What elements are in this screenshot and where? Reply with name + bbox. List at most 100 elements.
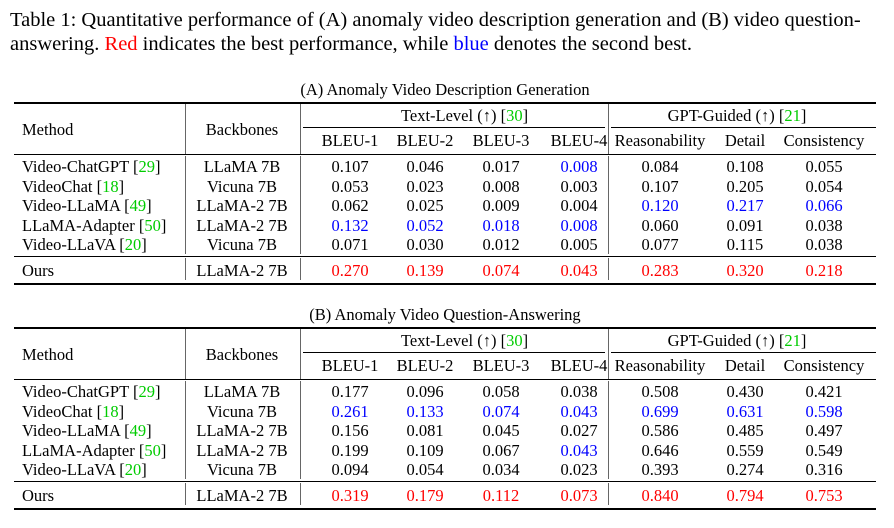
metric-value: 0.034	[482, 460, 520, 479]
top-rule	[14, 327, 876, 329]
backbone-name: LLaMA-2 7B	[196, 486, 288, 505]
metric-value: 0.074	[482, 261, 520, 280]
column-separator	[608, 381, 609, 479]
column-separator	[185, 483, 186, 505]
metric-value: 0.430	[726, 382, 764, 401]
column-separator	[608, 156, 609, 254]
metric-value: 0.038	[805, 235, 843, 254]
metric-header: Detail	[724, 131, 766, 150]
metric-value: 0.283	[641, 261, 679, 280]
metric-header: BLEU-1	[321, 356, 379, 375]
metric-value: 0.025	[406, 196, 444, 215]
citation-ref: 29	[138, 157, 156, 176]
metric-value: 0.066	[805, 196, 843, 215]
citation-ref: 50	[144, 215, 161, 235]
column-separator	[185, 381, 186, 479]
backbones-header: Backbones	[205, 345, 279, 364]
metric-value: 0.038	[805, 215, 843, 235]
gpt-guided-header: GPT-Guided (↑) [21]	[667, 331, 807, 350]
metric-header: BLEU-2	[396, 356, 454, 375]
metric-value: 0.052	[406, 215, 444, 235]
metric-value: 0.120	[641, 196, 679, 215]
metric-value: 0.074	[482, 401, 520, 421]
metric-value: 0.027	[560, 421, 598, 440]
metric-value: 0.218	[805, 261, 843, 280]
metric-value: 0.045	[482, 421, 520, 440]
column-separator	[300, 104, 301, 154]
metric-value: 0.067	[482, 440, 520, 460]
metric-value: 0.199	[331, 440, 369, 460]
metric-value: 0.054	[805, 176, 843, 196]
cmidrule-text-level	[303, 127, 605, 128]
header-rule	[14, 154, 876, 155]
citation-ref: 29	[138, 382, 156, 401]
metric-value: 0.320	[726, 261, 764, 280]
metric-value: 0.109	[406, 440, 444, 460]
metric-header: BLEU-2	[396, 131, 454, 150]
metric-value: 0.091	[726, 215, 764, 235]
text-level-header: Text-Level (↑) [30]	[400, 106, 529, 125]
metric-value: 0.084	[641, 157, 679, 176]
metric-header: Reasonability	[614, 131, 706, 150]
column-separator	[608, 258, 609, 280]
method-name: Video-ChatGPT [29]	[22, 157, 161, 176]
metric-value: 0.133	[406, 401, 444, 421]
method-name: Video-LLaMA [49]	[22, 196, 152, 215]
backbone-name: LLaMA 7B	[203, 157, 281, 176]
metric-header: BLEU-4	[550, 131, 608, 150]
column-separator	[300, 329, 301, 379]
metric-value: 0.018	[482, 215, 520, 235]
table-a: (A) Anomaly Video Description Generation…	[14, 80, 876, 290]
method-name: LLaMA-Adapter [50]	[22, 440, 167, 460]
metric-value: 0.077	[641, 235, 679, 254]
column-separator	[300, 483, 301, 505]
metric-value: 0.046	[406, 157, 444, 176]
backbone-name: LLaMA-2 7B	[196, 196, 288, 215]
metric-value: 0.139	[406, 261, 444, 280]
citation-ref: 20	[124, 235, 142, 254]
ours-rule	[14, 256, 876, 257]
metric-value: 0.115	[726, 235, 764, 254]
citation-ref: 20	[124, 460, 142, 479]
metric-value: 0.549	[805, 440, 843, 460]
metric-value: 0.753	[805, 486, 843, 505]
metric-value: 0.071	[331, 235, 369, 254]
ours-rule	[14, 481, 876, 482]
metric-header: BLEU-1	[321, 131, 379, 150]
metric-value: 0.008	[482, 176, 520, 196]
column-separator	[185, 329, 186, 379]
metric-value: 0.043	[560, 401, 598, 421]
caption-blue-word: blue	[453, 33, 489, 55]
metric-value: 0.023	[560, 460, 598, 479]
metric-value: 0.205	[726, 176, 764, 196]
metric-value: 0.012	[482, 235, 520, 254]
cmidrule-gpt-guided	[611, 352, 876, 353]
metric-header: Consistency	[783, 356, 865, 375]
bottom-rule	[14, 508, 876, 510]
metric-value: 0.132	[331, 215, 369, 235]
column-separator	[608, 329, 609, 379]
metric-header: Detail	[724, 356, 766, 375]
metric-value: 0.094	[331, 460, 369, 479]
metric-value: 0.107	[331, 157, 369, 176]
backbone-name: LLaMA-2 7B	[196, 261, 288, 280]
metric-value: 0.631	[726, 401, 764, 421]
citation-ref: 49	[129, 421, 147, 440]
metric-value: 0.053	[331, 176, 369, 196]
backbone-name: Vicuna 7B	[206, 235, 278, 254]
metric-value: 0.274	[726, 460, 764, 479]
metric-header: Consistency	[783, 131, 865, 150]
metric-value: 0.008	[560, 215, 598, 235]
metric-header: BLEU-3	[472, 131, 530, 150]
column-separator	[608, 104, 609, 154]
metric-value: 0.393	[641, 460, 679, 479]
method-name-ours: Ours	[22, 486, 55, 505]
method-name: LLaMA-Adapter [50]	[22, 215, 167, 235]
metric-value: 0.261	[331, 401, 369, 421]
method-name: Video-LLaVA [20]	[22, 460, 147, 479]
table-title: (A) Anomaly Video Description Generation	[300, 80, 590, 99]
metric-value: 0.319	[331, 486, 369, 505]
metric-value: 0.179	[406, 486, 444, 505]
metric-value: 0.485	[726, 421, 764, 440]
column-separator	[185, 258, 186, 280]
